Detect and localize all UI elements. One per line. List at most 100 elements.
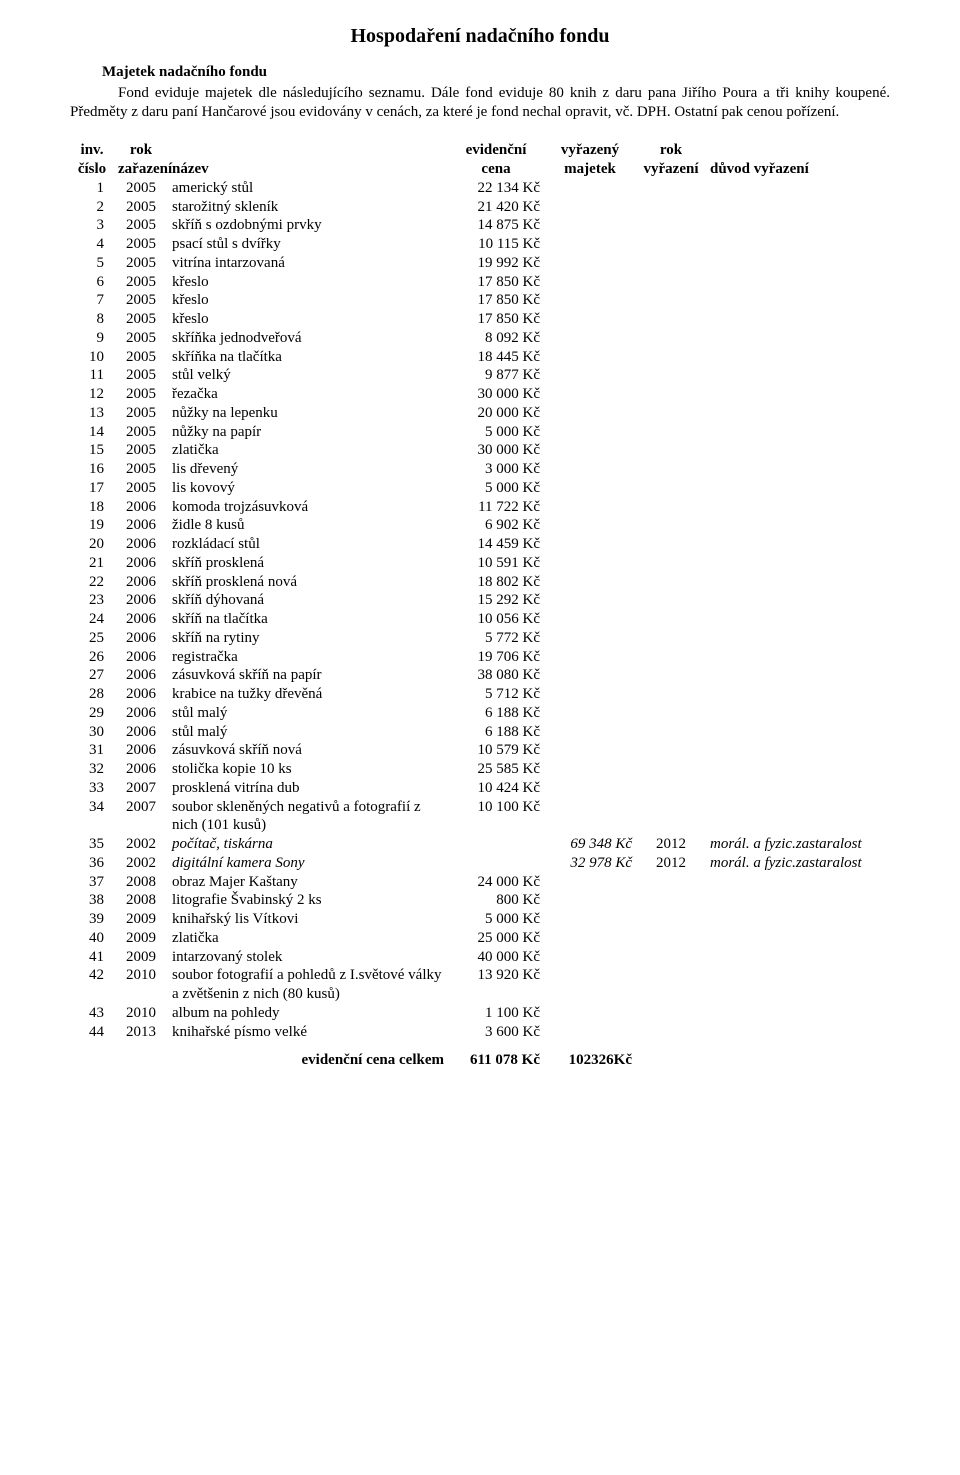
cell-price: 20 000 Kč <box>448 404 544 423</box>
cell-disposed <box>544 629 636 648</box>
cell-disposal-year <box>636 685 706 704</box>
cell-price: 5 712 Kč <box>448 685 544 704</box>
cell-year: 2005 <box>114 423 168 442</box>
cell-name: skříň na rytiny <box>168 629 448 648</box>
cell-disposed <box>544 591 636 610</box>
cell-reason <box>706 385 890 404</box>
section-subhead: Majetek nadačního fondu <box>102 63 890 82</box>
cell-reason <box>706 948 890 967</box>
cell-disposed <box>544 610 636 629</box>
cell-price: 38 080 Kč <box>448 666 544 685</box>
cell-disposed <box>544 723 636 742</box>
cell-disposed <box>544 648 636 667</box>
cell-price <box>448 835 544 854</box>
cell-price: 10 115 Kč <box>448 235 544 254</box>
cell-num: 2 <box>70 198 114 217</box>
cell-disposed <box>544 273 636 292</box>
cell-num: 20 <box>70 535 114 554</box>
cell-reason <box>706 798 890 836</box>
cell-disposed <box>544 460 636 479</box>
cell-year: 2002 <box>114 835 168 854</box>
cell-num: 1 <box>70 179 114 198</box>
table-row: 22005starožitný skleník21 420 Kč <box>70 198 890 217</box>
cell-disposal-year <box>636 966 706 1004</box>
cell-disposal-year <box>636 873 706 892</box>
cell-num: 14 <box>70 423 114 442</box>
cell-year: 2005 <box>114 310 168 329</box>
cell-price: 10 579 Kč <box>448 741 544 760</box>
cell-name: křeslo <box>168 291 448 310</box>
cell-price: 3 000 Kč <box>448 460 544 479</box>
cell-year: 2002 <box>114 854 168 873</box>
cell-disposed <box>544 235 636 254</box>
cell-num: 12 <box>70 385 114 404</box>
cell-num: 35 <box>70 835 114 854</box>
cell-disposal-year <box>636 760 706 779</box>
cell-disposal-year <box>636 198 706 217</box>
cell-reason <box>706 554 890 573</box>
page-title: Hospodaření nadačního fondu <box>70 24 890 49</box>
cell-year: 2006 <box>114 516 168 535</box>
cell-name: lis dřevený <box>168 460 448 479</box>
cell-num: 7 <box>70 291 114 310</box>
cell-price: 18 802 Kč <box>448 573 544 592</box>
cell-name: nůžky na papír <box>168 423 448 442</box>
cell-reason <box>706 1004 890 1023</box>
table-row: 222006skříň prosklená nová18 802 Kč <box>70 573 890 592</box>
cell-num: 8 <box>70 310 114 329</box>
cell-disposal-year <box>636 329 706 348</box>
cell-reason: morál. a fyzic.zastaralost <box>706 854 890 873</box>
cell-price: 5 772 Kč <box>448 629 544 648</box>
table-row: 52005vitrína intarzovaná19 992 Kč <box>70 254 890 273</box>
cell-name: skříň prosklená nová <box>168 573 448 592</box>
table-row: 352002počítač, tiskárna69 348 Kč2012morá… <box>70 835 890 854</box>
cell-name: americký stůl <box>168 179 448 198</box>
cell-name: intarzovaný stolek <box>168 948 448 967</box>
cell-name: prosklená vitrína dub <box>168 779 448 798</box>
table-row: 202006rozkládací stůl14 459 Kč <box>70 535 890 554</box>
cell-num: 40 <box>70 929 114 948</box>
table-row: 212006skříň prosklená10 591 Kč <box>70 554 890 573</box>
cell-disposed <box>544 779 636 798</box>
cell-disposal-year <box>636 179 706 198</box>
cell-name: zásuvková skříň nová <box>168 741 448 760</box>
cell-disposal-year <box>636 216 706 235</box>
cell-name: stůl malý <box>168 704 448 723</box>
cell-disposed <box>544 966 636 1004</box>
cell-name: komoda trojzásuvková <box>168 498 448 517</box>
cell-disposal-year <box>636 891 706 910</box>
cell-reason <box>706 516 890 535</box>
cell-name: digitální kamera Sony <box>168 854 448 873</box>
cell-price: 25 585 Kč <box>448 760 544 779</box>
cell-disposal-year <box>636 479 706 498</box>
cell-price: 19 706 Kč <box>448 648 544 667</box>
cell-num: 5 <box>70 254 114 273</box>
col-disposed-header-2: majetek <box>544 160 636 179</box>
cell-reason <box>706 216 890 235</box>
cell-disposed <box>544 685 636 704</box>
table-row: 152005zlatička30 000 Kč <box>70 441 890 460</box>
cell-year: 2006 <box>114 704 168 723</box>
cell-num: 13 <box>70 404 114 423</box>
cell-disposal-year <box>636 535 706 554</box>
cell-disposal-year: 2012 <box>636 854 706 873</box>
cell-name: krabice na tužky dřevěná <box>168 685 448 704</box>
table-row: 12005americký stůl22 134 Kč <box>70 179 890 198</box>
col-num-header-1: inv. <box>70 141 114 160</box>
cell-num: 26 <box>70 648 114 667</box>
table-row: 322006stolička kopie 10 ks25 585 Kč <box>70 760 890 779</box>
totals-price: 611 078 Kč <box>448 1041 544 1070</box>
cell-price: 25 000 Kč <box>448 929 544 948</box>
table-row: 252006skříň na rytiny5 772 Kč <box>70 629 890 648</box>
table-row: 242006skříň na tlačítka10 056 Kč <box>70 610 890 629</box>
cell-disposal-year <box>636 573 706 592</box>
cell-disposed <box>544 554 636 573</box>
col-disposed-header-1: vyřazený <box>544 141 636 160</box>
table-header-row-1: inv. rok evidenční vyřazený rok <box>70 141 890 160</box>
cell-disposed <box>544 291 636 310</box>
cell-name: skříň s ozdobnými prvky <box>168 216 448 235</box>
table-row: 92005skříňka jednodveřová8 092 Kč <box>70 329 890 348</box>
cell-disposed <box>544 329 636 348</box>
cell-price: 22 134 Kč <box>448 179 544 198</box>
cell-reason <box>706 235 890 254</box>
